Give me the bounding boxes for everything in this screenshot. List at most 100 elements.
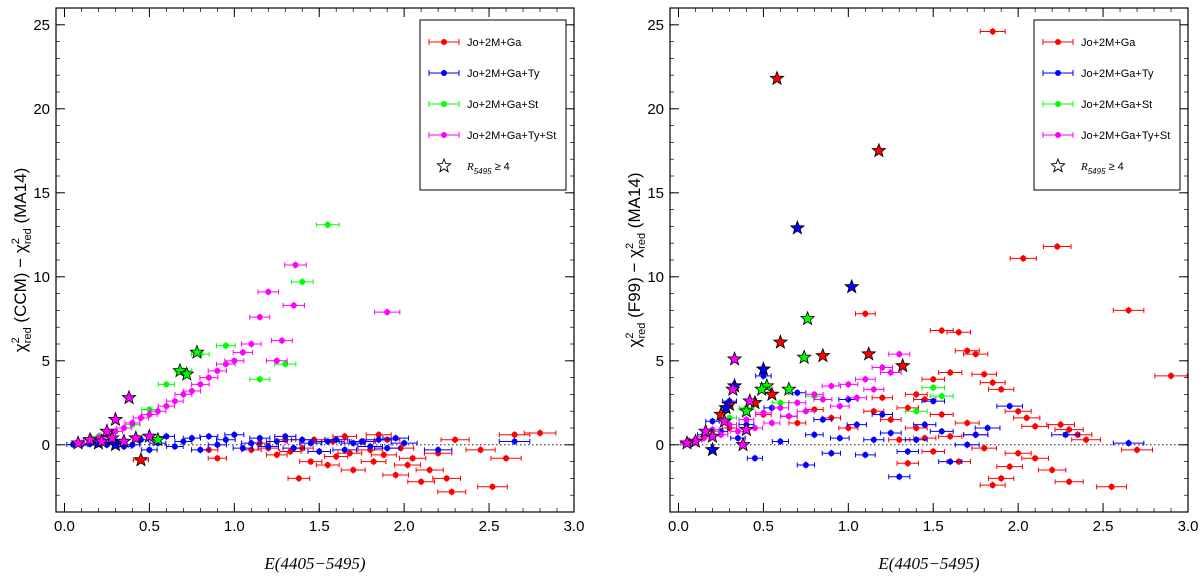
legend-r-symbol: R: [1080, 161, 1088, 173]
data-point: [171, 443, 178, 450]
x-axis-label: E(4405−5495): [263, 554, 366, 573]
data-point: [1108, 483, 1115, 490]
legend-label-r5495: R5495 ≥ 4: [1080, 161, 1124, 176]
data-point: [862, 376, 869, 383]
star-marker: [687, 433, 704, 449]
data-point: [163, 381, 170, 388]
data-point: [984, 425, 991, 431]
legend: Jo+2M+Ga Jo+2M+Ga+Ty Jo+2M+Ga+St Jo+2M+Ga+T…: [1033, 19, 1181, 191]
y-tick-label: 25: [33, 17, 50, 34]
data-point: [1134, 446, 1141, 453]
data-point: [256, 314, 263, 321]
data-point: [273, 438, 280, 445]
data-point: [1015, 450, 1022, 457]
data-point: [1015, 408, 1022, 415]
data-point: [350, 440, 357, 447]
legend-r-subscript: 5495: [1088, 167, 1106, 176]
legend-label: Jo+2M+Ga: [1081, 37, 1136, 49]
data-point: [452, 436, 459, 443]
y-tick-label: 20: [33, 101, 50, 118]
data-point: [435, 446, 442, 453]
star-marker: [764, 386, 780, 401]
data-point: [409, 455, 416, 462]
data-point: [777, 438, 784, 445]
data-point: [324, 461, 331, 468]
data-point: [930, 448, 937, 455]
ylabel-mid: (F99) − χ: [625, 249, 644, 323]
data-point: [248, 440, 255, 447]
y-tick-label: 0: [42, 437, 50, 454]
legend-label: Jo+2M+Ga: [467, 37, 522, 49]
data-point: [214, 455, 221, 462]
x-tick-label: 0.5: [753, 518, 774, 535]
data-point: [367, 443, 374, 450]
legend-label-r5495: R5495 ≥ 4: [466, 161, 510, 176]
data-point: [794, 399, 801, 406]
data-point: [879, 394, 886, 401]
x-tick-label: 2.5: [1093, 518, 1114, 535]
data-point: [163, 433, 170, 440]
legend-label: Jo+2M+Ga+Ty+St: [1081, 130, 1170, 142]
data-point: [913, 425, 920, 431]
data-point: [819, 396, 826, 403]
ylabel-mid: (CCM) − χ: [11, 244, 30, 327]
data-point: [913, 391, 920, 398]
data-point: [154, 408, 161, 415]
data-point: [392, 435, 399, 442]
data-point: [1023, 414, 1030, 421]
x-tick-label: 1.5: [309, 518, 330, 535]
data-point: [1020, 255, 1027, 262]
data-point: [760, 409, 767, 416]
star-marker: [718, 399, 734, 415]
x-tick-label: 0.5: [139, 518, 160, 535]
star-marker: [128, 429, 144, 445]
series-jo-2m-ga-ty: [680, 219, 1145, 481]
data-point: [836, 403, 843, 410]
data-point: [836, 435, 843, 442]
data-point: [828, 450, 835, 457]
data-point: [1049, 467, 1056, 473]
ylabel-sup: 2: [624, 332, 636, 338]
y-tick-label: 20: [647, 101, 664, 118]
x-tick-label: 2.0: [1008, 518, 1029, 535]
data-point: [273, 357, 280, 364]
data-point: [307, 440, 314, 447]
data-point: [751, 455, 758, 462]
data-point: [887, 369, 894, 376]
x-tick-label: 3.0: [564, 518, 585, 535]
data-point: [921, 421, 928, 428]
data-point: [1125, 440, 1132, 447]
ylabel-end: (MA14): [625, 172, 644, 232]
legend-star-icon: [1050, 157, 1066, 173]
data-point: [794, 419, 801, 426]
legend-label: Jo+2M+Ga+Ty: [467, 68, 540, 80]
data-point: [734, 428, 741, 435]
star-marker: [796, 349, 812, 365]
data-point: [947, 433, 954, 440]
data-point: [1006, 403, 1013, 410]
legend-label: Jo+2M+Ga+St: [467, 99, 538, 111]
data-point: [477, 446, 484, 453]
star-marker: [772, 334, 789, 349]
data-point: [511, 438, 518, 445]
data-point: [1062, 431, 1069, 438]
ylabel-sub: red: [636, 233, 648, 249]
data-point: [989, 482, 996, 489]
data-point: [870, 386, 877, 393]
data-point: [222, 436, 229, 443]
x-tick-label: 2.0: [394, 518, 415, 535]
data-point: [904, 448, 911, 455]
data-point: [171, 398, 178, 405]
data-point: [981, 445, 988, 452]
star-marker: [133, 451, 149, 467]
data-point: [955, 329, 962, 336]
star-marker: [70, 434, 86, 450]
star-marker: [769, 70, 785, 86]
star-marker: [697, 423, 714, 438]
data-point: [785, 413, 792, 420]
data-point: [350, 467, 357, 473]
data-point: [862, 310, 869, 317]
data-point: [384, 309, 391, 316]
x-tick-label: 1.5: [923, 518, 944, 535]
